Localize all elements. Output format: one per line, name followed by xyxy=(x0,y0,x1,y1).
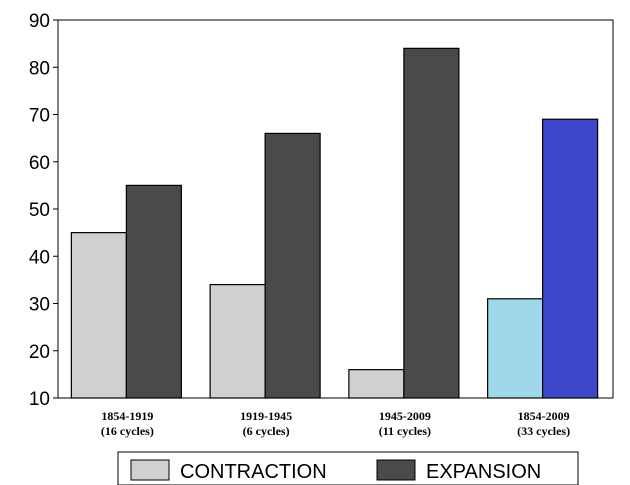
y-tick-label: 10 xyxy=(29,389,50,410)
bar-contraction-1 xyxy=(209,284,266,399)
legend-swatch-contraction xyxy=(130,459,170,481)
legend-swatch-expansion xyxy=(376,459,416,481)
legend: CONTRACTION EXPANSION xyxy=(117,451,579,485)
bar-contraction-0 xyxy=(70,232,127,399)
x-axis: 1854-1919(16 cycles) 1919-1945(6 cycles) 1… xyxy=(101,409,570,438)
y-tick-label: 70 xyxy=(29,106,50,127)
legend-box xyxy=(117,451,579,485)
x-category-label: 1919-1945 xyxy=(240,409,292,423)
y-tick-label: 80 xyxy=(29,58,50,79)
y-tick-label: 20 xyxy=(29,342,50,363)
bar-expansion-1 xyxy=(264,132,321,399)
bar-expansion-0 xyxy=(125,184,182,399)
y-tick-label: 30 xyxy=(29,295,50,316)
x-category-label: 1854-1919 xyxy=(101,409,153,423)
x-category-label: 1945-2009 xyxy=(379,409,431,423)
y-tick-label: 60 xyxy=(29,153,50,174)
x-category-sublabel: (16 cycles) xyxy=(101,424,154,438)
y-tick-label: 90 xyxy=(29,11,50,32)
x-category-sublabel: (33 cycles) xyxy=(517,424,570,438)
bars xyxy=(70,47,599,399)
bar-expansion-3 xyxy=(542,118,599,399)
y-tick-label: 50 xyxy=(29,200,50,221)
bar-contraction-3 xyxy=(487,298,544,399)
x-category-sublabel: (6 cycles) xyxy=(243,424,290,438)
bar-contraction-2 xyxy=(348,369,405,399)
x-category-label: 1854-2009 xyxy=(518,409,570,423)
y-axis: 10 20 30 40 50 60 70 80 90 xyxy=(29,11,58,410)
x-category-sublabel: (11 cycles) xyxy=(379,424,431,438)
bar-expansion-2 xyxy=(403,47,460,399)
legend-label-contraction: CONTRACTION xyxy=(180,461,327,483)
y-tick-label: 40 xyxy=(29,247,50,268)
legend-label-expansion: EXPANSION xyxy=(426,461,541,483)
